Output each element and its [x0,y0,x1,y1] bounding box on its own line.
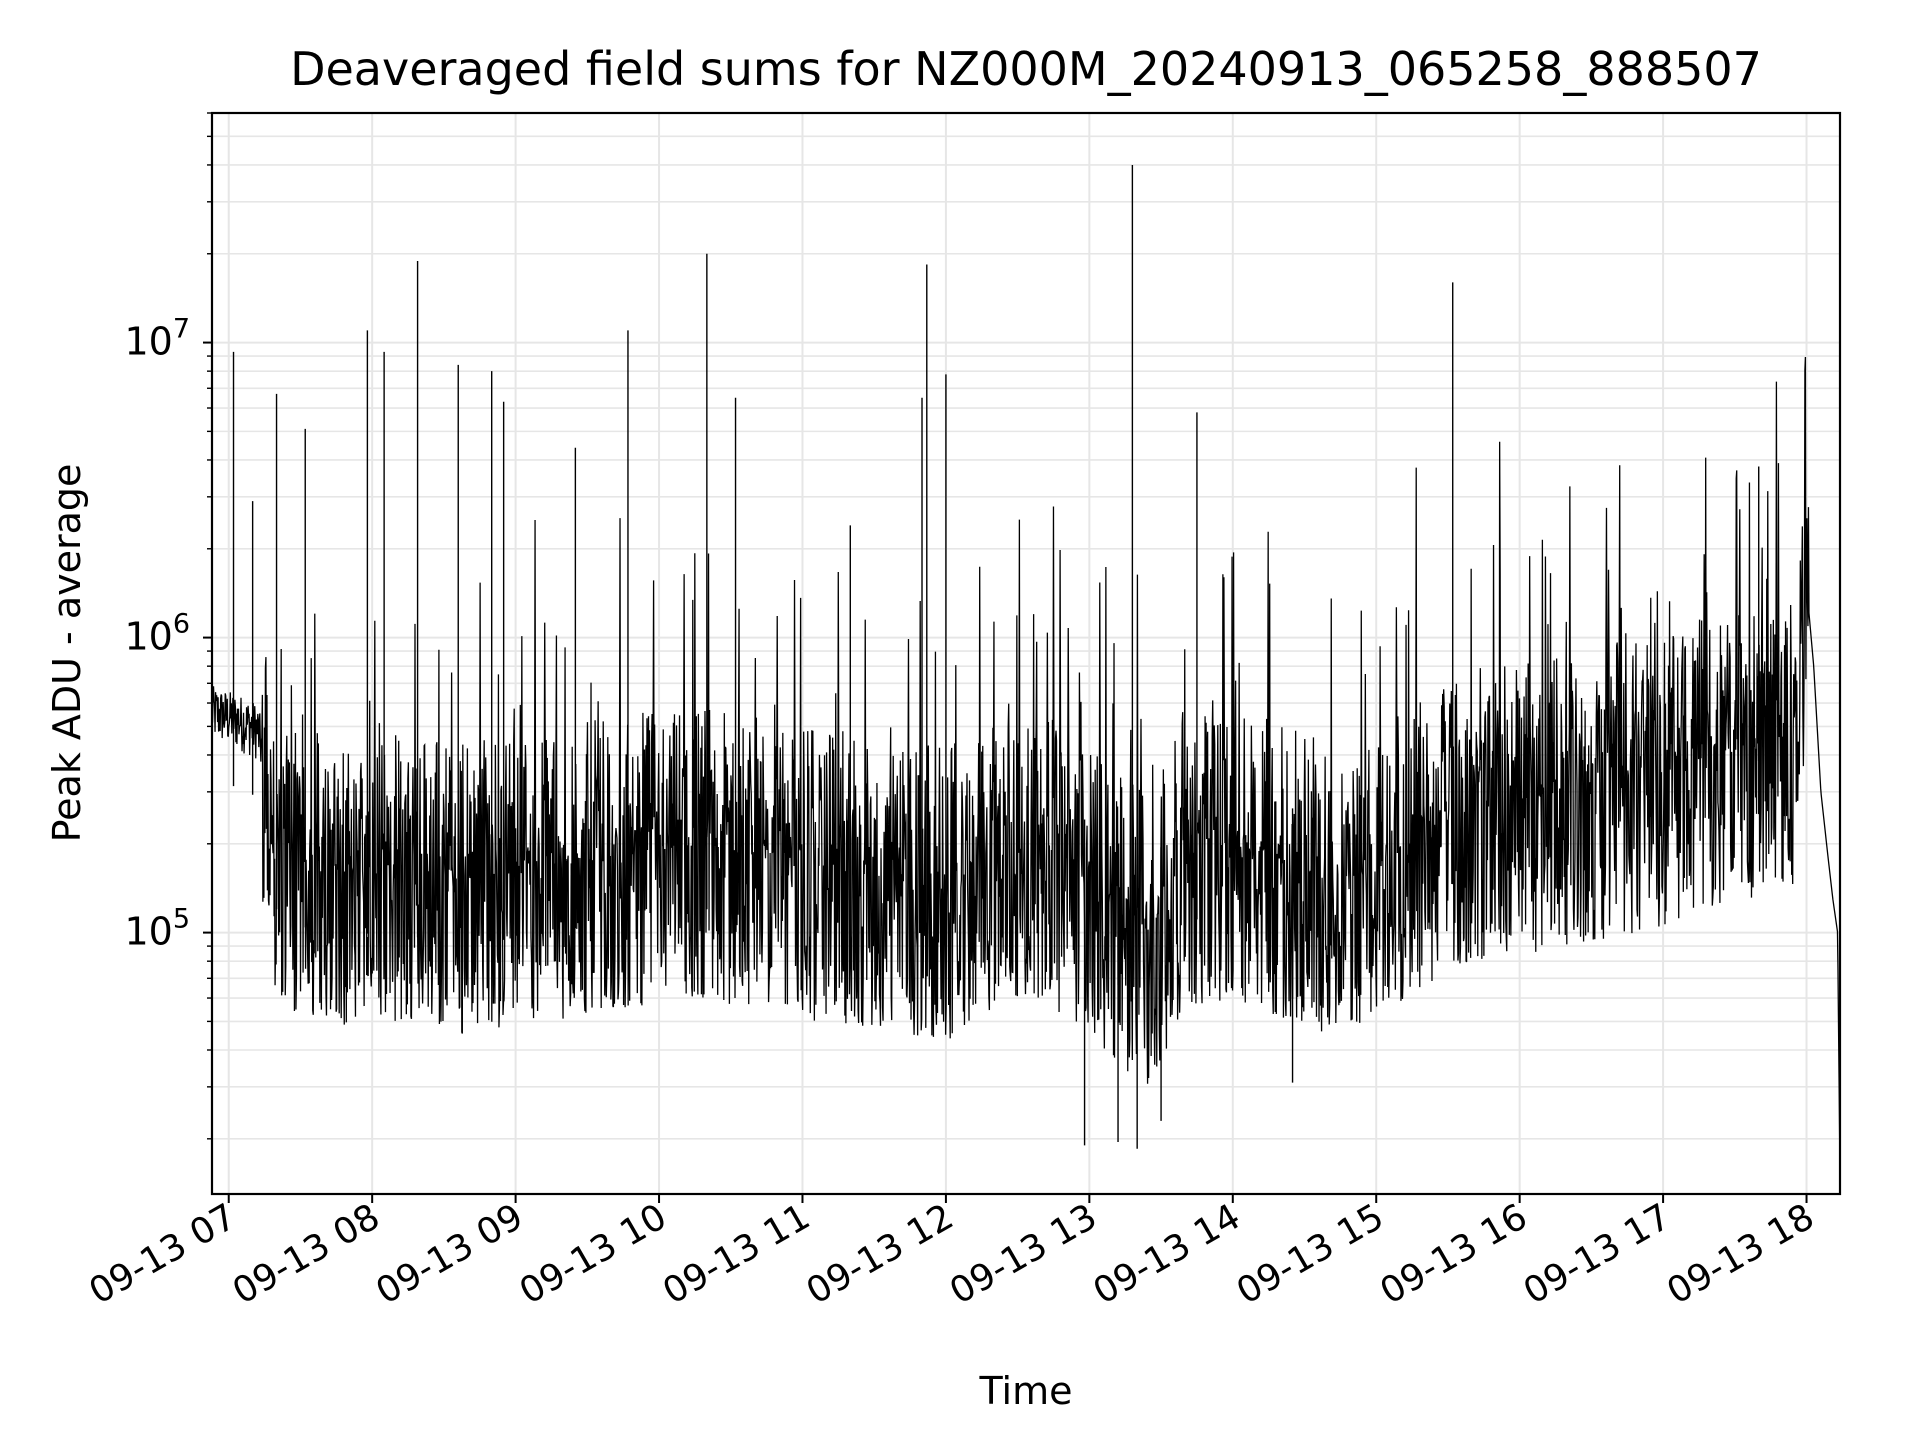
x-tick-label: 09-13 08 [226,1196,387,1312]
x-axis-label: Time [979,1369,1073,1413]
chart-title: Deaveraged field sums for NZ000M_2024091… [290,42,1762,96]
x-tick-label: 09-13 11 [656,1196,817,1312]
plot-frame [210,111,1842,1196]
series-line [212,356,1840,1176]
y-axis-ticks: 105 106 107 [124,112,212,1140]
x-tick-label: 09-13 16 [1373,1196,1534,1312]
plot-area [212,164,1840,1176]
y-tick-label: 107 [124,314,190,364]
x-tick-label: 09-13 12 [800,1196,961,1312]
x-tick-label: 09-13 14 [1087,1196,1248,1312]
y-tick-label: 106 [124,609,190,659]
x-tick-label: 09-13 13 [943,1196,1104,1312]
x-tick-label: 09-13 15 [1230,1196,1391,1312]
x-tick-label: 09-13 17 [1517,1196,1678,1312]
y-tick-label: 105 [124,904,190,954]
grid-major-lines [212,113,1840,1194]
x-tick-label: 09-13 18 [1660,1196,1821,1312]
series-layer [212,164,1840,1176]
x-tick-label: 09-13 09 [369,1196,530,1312]
x-tick-label: 09-13 07 [83,1196,244,1312]
y-axis-label: Peak ADU - average [45,464,89,843]
x-tick-label: 09-13 10 [513,1196,674,1312]
